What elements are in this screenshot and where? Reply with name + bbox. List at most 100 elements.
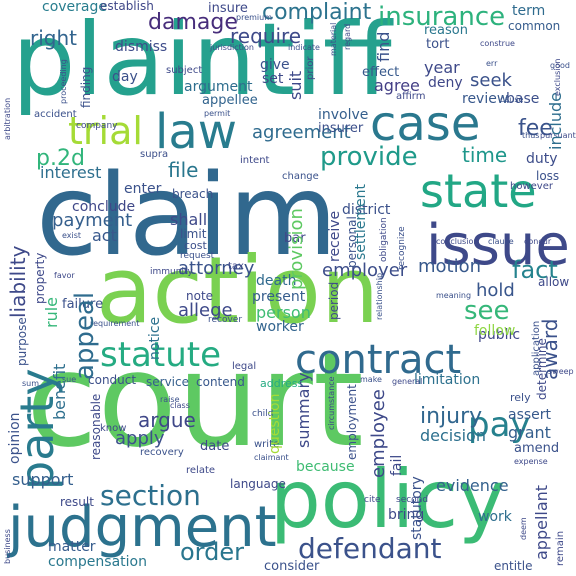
word-shall: shall xyxy=(170,210,208,229)
word-cause: cause xyxy=(500,95,524,104)
word-law: law xyxy=(155,104,238,160)
word-second: second xyxy=(396,495,429,505)
word-allow: allow xyxy=(538,275,570,289)
word-rely: rely xyxy=(510,391,531,404)
word-contend: contend xyxy=(196,375,245,389)
word-judgment: judgment xyxy=(8,495,277,560)
word-defendant: defendant xyxy=(298,532,442,565)
word-file: file xyxy=(168,158,199,182)
word-deny: deny xyxy=(428,75,463,91)
word-duty: duty xyxy=(526,151,558,167)
word-supra: supra xyxy=(140,149,169,160)
word-business: business xyxy=(3,529,12,564)
word-arbitration: arbitration xyxy=(3,97,12,140)
word-affirm: affirm xyxy=(396,91,426,102)
word-request: request xyxy=(180,251,215,261)
word-exclusion: exclusion xyxy=(553,58,562,96)
word-employer: employer xyxy=(322,260,408,281)
word-p2d: p.2d xyxy=(36,146,85,171)
word-reasonable: reasonable xyxy=(89,393,103,460)
word-decision: decision xyxy=(420,426,486,445)
word-employment: employment xyxy=(345,384,359,460)
word-find: find xyxy=(374,31,393,62)
word-good: good xyxy=(550,61,570,70)
word-death: death xyxy=(256,273,297,289)
word-state: state xyxy=(420,164,537,218)
word-meaning: meaning xyxy=(436,291,472,300)
word-argue: argue xyxy=(138,408,196,432)
word-contract: contract xyxy=(295,337,462,383)
word-statutory: statutory xyxy=(409,476,425,540)
word-case: case xyxy=(370,96,481,152)
word-appellant: appellant xyxy=(532,484,551,560)
word-conclude: conclude xyxy=(72,199,136,215)
word-sue: sue xyxy=(62,375,77,384)
word-thus: thus xyxy=(522,131,540,140)
word-err: err xyxy=(486,59,498,68)
word-company: company xyxy=(76,121,118,131)
word-service: service xyxy=(146,375,189,389)
word-claim: claim xyxy=(36,151,338,281)
word-limitation: limitation xyxy=(414,372,481,388)
word-reason: reason xyxy=(424,23,468,38)
word-because: because xyxy=(296,459,355,475)
word-issue: issue xyxy=(426,213,570,278)
word-deem: deem xyxy=(519,517,528,540)
word-date: date xyxy=(200,439,230,454)
word-give: give xyxy=(260,57,290,73)
word-breach: breach xyxy=(172,187,214,201)
word-relationship: relationship xyxy=(375,272,384,320)
word-entitle: entitle xyxy=(494,559,533,573)
word-notice: notice xyxy=(147,316,163,360)
word-result: result xyxy=(60,495,94,509)
word-relate: relate xyxy=(186,465,216,476)
word-apply: apply xyxy=(115,428,165,449)
word-insurance: insurance xyxy=(378,2,506,32)
word-see: see xyxy=(464,296,510,326)
word-raise: raise xyxy=(160,395,180,404)
word-provide: provide xyxy=(320,142,418,172)
word-argument: argument xyxy=(184,79,253,95)
word-bar: bar xyxy=(284,231,306,246)
word-note: note xyxy=(186,289,214,303)
word-term: term xyxy=(512,3,546,19)
word-require: require xyxy=(230,24,302,48)
word-premium: premium xyxy=(236,13,272,22)
word-appellee: appellee xyxy=(202,93,258,108)
word-interest: interest xyxy=(40,163,102,182)
word-concur: concur xyxy=(524,237,552,246)
word-day: day xyxy=(112,69,138,85)
word-property: property xyxy=(33,252,47,304)
word-opinion: opinion xyxy=(7,412,23,464)
word-class: class xyxy=(170,401,190,410)
word-purpose: purpose xyxy=(15,317,29,366)
word-benefit: benefit xyxy=(50,363,69,420)
word-indicate: indicate xyxy=(288,43,320,52)
word-accident: accident xyxy=(34,109,77,120)
word-public: public xyxy=(478,327,521,343)
word-assert: assert xyxy=(508,407,552,423)
word-legal: legal xyxy=(232,361,257,372)
word-limit: limit xyxy=(180,227,207,241)
word-recovery: recovery xyxy=(140,447,184,458)
word-action: action xyxy=(96,237,380,344)
word-complaint: complaint xyxy=(262,0,372,25)
word-establish: establish xyxy=(100,0,154,13)
word-however: however xyxy=(510,181,553,192)
word-statute: statute xyxy=(100,335,222,375)
word-exist: exist xyxy=(62,231,82,240)
word-cite: cite xyxy=(364,495,381,505)
word-include: include xyxy=(546,92,565,150)
word-work: work xyxy=(478,509,512,525)
word-cost: cost xyxy=(184,239,207,252)
word-effect: effect xyxy=(362,65,400,80)
word-insurer: insurer xyxy=(318,121,364,136)
word-worker: worker xyxy=(256,319,304,335)
word-provision: provision xyxy=(286,208,307,290)
word-clause: clause xyxy=(488,237,514,246)
word-court: court xyxy=(26,324,364,476)
word-tort: tort xyxy=(426,37,450,52)
word-attorney: attorney xyxy=(178,258,255,279)
word-intent: intent xyxy=(240,155,270,166)
